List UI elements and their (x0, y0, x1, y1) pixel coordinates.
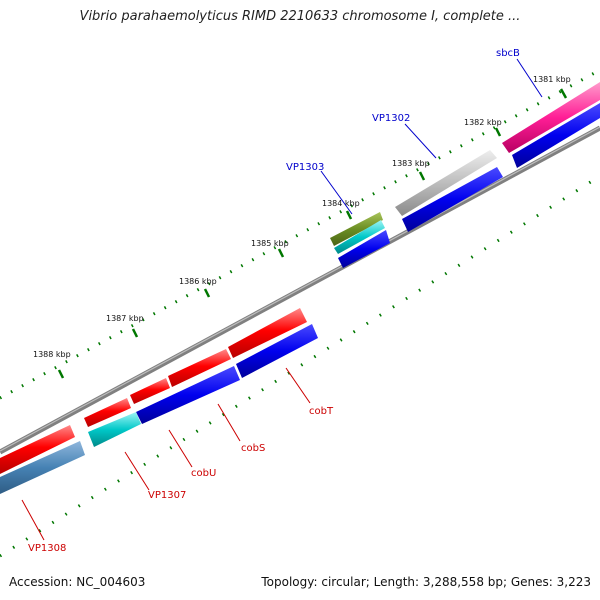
tick-label: 1387 kbp (106, 314, 144, 323)
gene-label-VP1303: VP1303 (286, 162, 324, 173)
gene-VP1308-steelblue[interactable] (0, 441, 85, 494)
major-tick (559, 88, 568, 99)
gene-VP1302-reverse[interactable] (402, 167, 503, 232)
tick-label: 1388 kbp (33, 350, 71, 359)
tick-label: 1382 kbp (464, 118, 502, 127)
tick-label: 1383 kbp (392, 159, 430, 168)
major-tick (277, 248, 285, 258)
major-tick (345, 210, 353, 220)
major-ticks (57, 88, 568, 379)
map-title: Vibrio parahaemolyticus RIMD 2210633 chr… (79, 9, 521, 24)
topology-text: Topology: circular; Length: 3,288,558 bp… (261, 575, 591, 589)
gene-label-sbcB: sbcB (496, 48, 520, 59)
gene-cobT[interactable] (228, 308, 307, 358)
leader-line-VP1308 (21, 499, 45, 541)
leader-line-VP1307 (124, 451, 150, 491)
gene-label-cobT: cobT (309, 406, 334, 417)
forward-strand-genes (0, 82, 600, 474)
gene-cobU[interactable] (130, 378, 170, 404)
gene-sbcB[interactable] (502, 82, 600, 153)
major-tick (494, 127, 502, 137)
tick-ruler-outer (0, 68, 600, 400)
gene-cobS-reverse[interactable] (136, 366, 240, 424)
leader-line-VP1303 (320, 170, 353, 215)
chromosome-backbone (0, 125, 600, 455)
leader-line-sbcB (516, 58, 543, 98)
gene-label-VP1302: VP1302 (372, 113, 410, 124)
gene-VP1307-cyan[interactable] (88, 412, 141, 447)
gene-label-cobU: cobU (191, 468, 216, 479)
tick-label: 1384 kbp (322, 199, 360, 208)
accession-text: Accession: NC_004603 (9, 575, 146, 589)
tick-label: 1385 kbp (251, 239, 289, 248)
major-tick (131, 328, 139, 338)
tick-label: 1381 kbp (533, 75, 571, 84)
gene-VP1308[interactable] (0, 425, 75, 474)
gene-VP1303[interactable] (330, 212, 383, 246)
leader-line-cobT (285, 367, 311, 404)
major-tick (57, 369, 65, 379)
gene-VP1303-reverse[interactable] (338, 230, 390, 268)
gene-VP1303-cyan[interactable] (334, 220, 385, 254)
gene-cobS[interactable] (168, 349, 231, 387)
major-tick (203, 288, 211, 298)
leader-line-VP1302 (404, 123, 437, 159)
gene-VP1302[interactable] (395, 150, 497, 216)
gene-sbcB-reverse[interactable] (512, 103, 600, 168)
tick-ruler-inner (0, 174, 600, 558)
gene-label-cobS: cobS (241, 443, 265, 454)
tick-label: 1386 kbp (179, 277, 217, 286)
gene-label-VP1308: VP1308 (28, 543, 66, 554)
leader-line-cobU (168, 429, 193, 468)
gene-cobT-reverse[interactable] (236, 324, 318, 378)
gene-label-VP1307: VP1307 (148, 490, 186, 501)
major-tick (418, 171, 426, 181)
leader-line-cobS (217, 403, 241, 442)
reverse-strand-genes (0, 103, 600, 494)
gene-VP1307[interactable] (84, 398, 131, 427)
